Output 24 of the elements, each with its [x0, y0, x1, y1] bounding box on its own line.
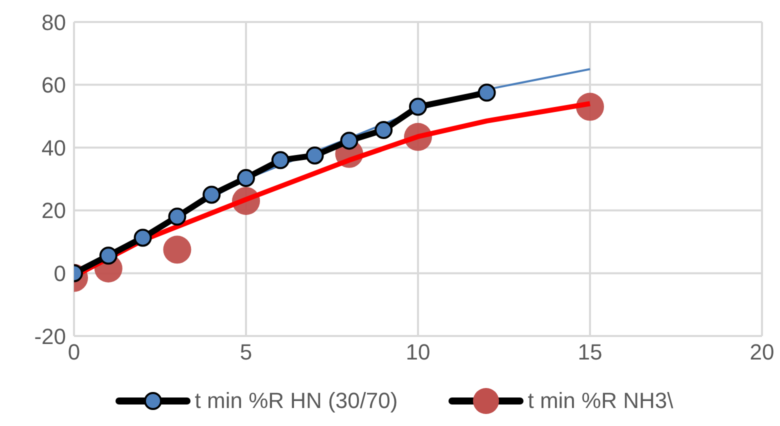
point — [134, 228, 152, 247]
x-tick-label: 5 — [240, 340, 252, 365]
y-tick-label: 20 — [42, 198, 66, 224]
point — [271, 151, 290, 170]
point — [340, 132, 358, 150]
point — [237, 169, 255, 188]
point — [202, 186, 221, 204]
y-tick-label: 0 — [54, 261, 66, 286]
y-tick-label: 60 — [42, 72, 66, 98]
point — [163, 236, 192, 264]
y-tick-label: 80 — [42, 10, 66, 35]
point — [168, 208, 186, 226]
x-tick-label: 20 — [750, 340, 774, 365]
point — [374, 121, 393, 140]
legend-label: t min %R NH3\ — [528, 388, 674, 414]
point — [409, 98, 427, 116]
x-tick-label: 15 — [578, 340, 602, 365]
y-tick-label: -20 — [34, 324, 66, 349]
point — [99, 246, 118, 265]
legend-label: t min %R HN (30/70) — [194, 388, 398, 414]
point — [478, 84, 496, 102]
x-tick-label: 10 — [406, 340, 430, 365]
y-tick-label: 40 — [42, 135, 66, 160]
point — [306, 146, 324, 164]
